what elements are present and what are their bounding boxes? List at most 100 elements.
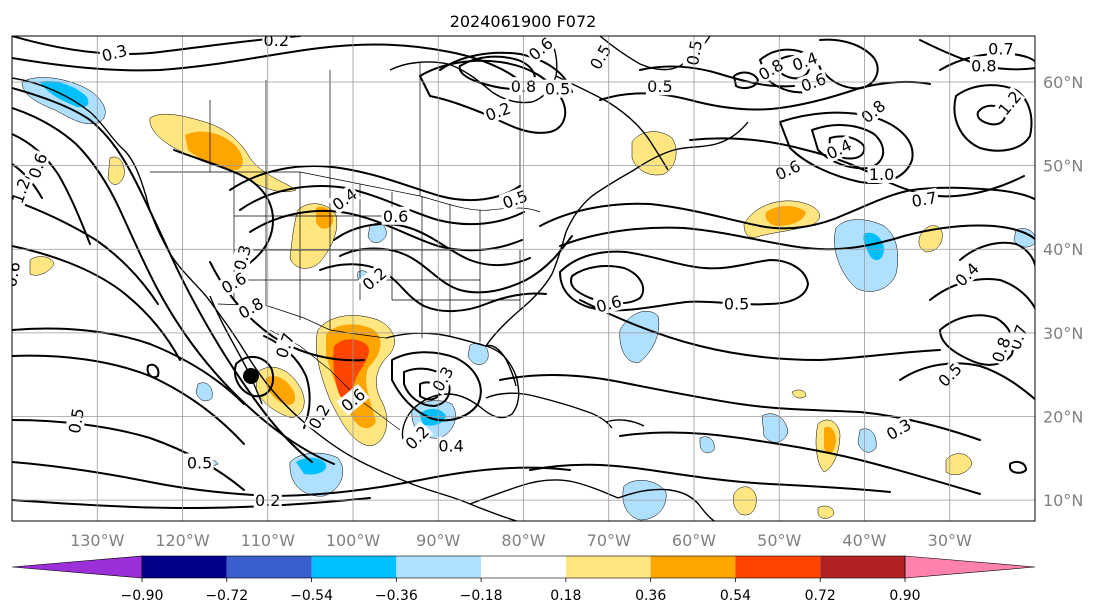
contour-line: [419, 59, 567, 134]
contour-line: [12, 199, 159, 305]
coastline-central-america: [469, 479, 619, 505]
colorbar-tick-label: 0.72: [805, 588, 836, 604]
contour-line: [234, 355, 274, 398]
coastline-east-coast: [485, 121, 749, 347]
contour-label-text: 1.0: [869, 165, 894, 184]
fill-orange-tropic-1: [824, 426, 836, 454]
colorbar-segment: [650, 556, 736, 578]
colorbar-frame: [141, 555, 906, 579]
coastline-layer: [12, 36, 749, 521]
contour-label: 0.7: [986, 39, 1015, 59]
contour-label: 0.4: [437, 436, 466, 456]
fill-blue-small-2: [195, 382, 213, 402]
map-frame: [11, 35, 1036, 522]
lon-tick-label: 100°W: [326, 531, 381, 550]
map-area: 0.30.2 0.6 0.5 0.50.8 0.5 0.50.20.8 0.40.60.70…: [12, 31, 1035, 521]
contour-label-text: 0.7: [988, 40, 1013, 59]
contour-line: [146, 363, 160, 379]
contour-label: 0.5: [722, 294, 751, 314]
lat-tick-label: 10°N: [1043, 491, 1083, 510]
contour-label-text: 0.5: [683, 39, 706, 67]
lat-tick-label: 40°N: [1043, 240, 1083, 259]
contour-line: [1009, 461, 1027, 474]
contour-label: 0.5: [64, 405, 88, 437]
fill-cyan-atlantic-east: [863, 232, 884, 261]
contour-line: [12, 87, 313, 463]
colorbar-tick-label: −0.90: [121, 588, 164, 604]
contour-label-text: 0.5: [545, 80, 570, 99]
lon-tick-label: 120°W: [155, 531, 210, 550]
contour-line: [12, 327, 245, 405]
contour-line: [819, 38, 879, 90]
contour-label: 0.5: [185, 453, 214, 472]
fill-orange-canada-west: [185, 131, 243, 170]
lon-tick-label: 110°W: [241, 531, 296, 550]
contour-label-text: 0.7: [910, 188, 938, 211]
colorbar-segment: [481, 556, 566, 578]
colorbar-tick-label: 0.36: [635, 588, 666, 604]
fill-yellow-azores: [918, 225, 943, 253]
contour-line: [559, 250, 809, 312]
contour-label: 0.5: [645, 77, 674, 96]
coastline-baja: [209, 295, 263, 405]
colorbar-extend-high: [904, 555, 1036, 579]
fill-orange-wyoming: [316, 206, 334, 229]
contour-line: [953, 84, 1033, 152]
contour-line: [239, 185, 525, 226]
colorbar-tick-label: −0.54: [290, 588, 333, 604]
contour-line: [939, 314, 1015, 366]
lat-tick-label: 50°N: [1043, 157, 1083, 176]
contour-line: [403, 367, 451, 407]
lon-tick-label: 80°W: [501, 531, 545, 550]
contour-line: [619, 431, 981, 495]
contour-line: [811, 124, 884, 170]
fill-red-mexico: [333, 339, 369, 398]
fill-blue-atlantic-east: [834, 219, 899, 292]
contour-line: [733, 71, 759, 89]
contour-line: [976, 104, 1006, 126]
coastline-labrador: [555, 75, 669, 171]
contour-line: [529, 463, 891, 493]
fill-orange-north-atlantic: [765, 206, 806, 226]
fill-yellow-tropic-5: [791, 389, 807, 399]
contour-line: [12, 36, 301, 56]
latitude-tick-labels: 60°N 50°N 40°N 30°N 20°N 10°N: [1043, 73, 1083, 510]
fill-blue-central-atlantic: [761, 413, 789, 443]
fill-blue-bermuda: [619, 311, 660, 363]
contour-line: [319, 263, 547, 313]
contour-label: 0.5: [543, 79, 572, 99]
lon-tick-label: 30°W: [928, 531, 972, 550]
colorbar-tick-label: −0.36: [375, 588, 418, 604]
contour-label-text: 0.5: [187, 453, 212, 472]
colorbar: −0.90 −0.72 −0.54 −0.36 −0.18 0.18 0.36 0.54 0.7…: [11, 555, 1036, 604]
colorbar-segment: [396, 556, 482, 578]
contour-line: [12, 419, 245, 491]
colorbar-segment: [142, 556, 227, 578]
contour-line: [12, 133, 91, 245]
contour-line: [779, 111, 914, 184]
fill-yellow-bc-coast: [107, 156, 125, 185]
contour-label: 1.0: [867, 164, 896, 184]
contour-line: [439, 51, 573, 93]
lat-tick-label: 30°N: [1043, 324, 1083, 343]
contour-line: [639, 65, 795, 88]
colorbar-tick-label: −0.72: [205, 588, 248, 604]
colorbar-tick-label: 0.18: [550, 588, 581, 604]
contour-label-text: 0.8: [971, 56, 996, 75]
contour-line: [12, 245, 181, 361]
lon-tick-label: 50°W: [757, 531, 801, 550]
contour-label-text: 0.2: [264, 31, 289, 50]
colorbar-extend-low: [11, 555, 143, 579]
contour-line: [391, 351, 482, 422]
contour-line: [929, 278, 1035, 311]
coastline-south-america-north: [617, 488, 716, 521]
fill-cyan-pacific-nw: [40, 80, 89, 108]
figure-title: 2024061900 F072: [450, 12, 597, 31]
contour-label: 0.7: [908, 187, 940, 211]
fill-yellow-tropic-2: [945, 453, 973, 475]
colorbar-tick-label: 0.54: [720, 588, 751, 604]
coastline-cuba: [485, 392, 613, 429]
contour-line: [12, 497, 371, 509]
contour-line: [249, 209, 523, 252]
